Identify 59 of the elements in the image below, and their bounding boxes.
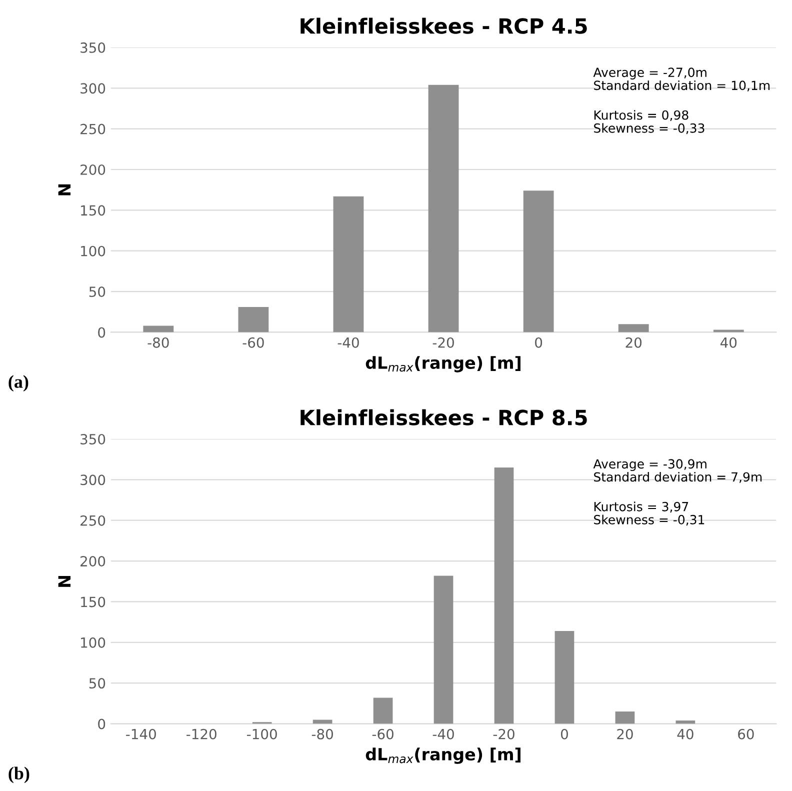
x-tick-label: -80 (312, 728, 333, 740)
y-tick-label: 50 (89, 286, 106, 298)
x-tick-label: -140 (126, 728, 156, 740)
x-tick-label: -20 (432, 337, 454, 348)
y-tick-label: 300 (80, 83, 106, 94)
y-tick-label: 0 (98, 327, 106, 338)
x-tick-label: -40 (338, 337, 359, 348)
y-tick-label: 350 (80, 42, 106, 53)
bar (615, 712, 635, 724)
y-tick-label: 250 (80, 124, 106, 134)
y-tick-label: 200 (80, 164, 106, 175)
bar (523, 190, 554, 332)
annotation: Kurtosis = 0,98 Skewness = -0,33 (594, 110, 704, 134)
bar (618, 324, 649, 332)
x-tick-label: -60 (372, 728, 394, 740)
bar (428, 84, 459, 332)
x-tick-label: -120 (186, 728, 216, 740)
text: (a) (8, 375, 28, 392)
x-tick-label: -60 (242, 337, 264, 348)
y-tick-label: 100 (81, 246, 106, 256)
annotation: Kurtosis = 3,97 Skewness = -0,31 (594, 502, 704, 526)
y-tick-label: 150 (81, 205, 106, 216)
bar (373, 698, 393, 724)
bar (676, 720, 696, 724)
x-tick-label: 40 (677, 728, 694, 740)
y-tick-label: 300 (80, 474, 106, 486)
y-tick-label: 0 (98, 718, 106, 730)
chart-title: Kleinfleisskees - RCP 4.5 (300, 18, 587, 34)
x-axis-title: dL$_{max}$(range) [m] (366, 748, 520, 764)
bar (143, 326, 174, 332)
bar (434, 576, 454, 724)
x-tick-label: 0 (535, 337, 542, 348)
y-axis-title: N (58, 576, 70, 587)
annotation: Average = -30,9m Standard deviation = 7,9m (593, 459, 762, 483)
chart-title: Kleinfleisskees - RCP 8.5 (300, 409, 587, 426)
x-tick-label: -80 (148, 337, 169, 348)
x-tick-label: 0 (560, 728, 568, 740)
bar (554, 631, 574, 724)
x-axis-title: dL$_{max}$(range) [m] (366, 356, 520, 372)
y-tick-label: 100 (81, 637, 106, 648)
text: (b) (8, 766, 30, 784)
bar (238, 307, 269, 332)
x-tick-label: -40 (432, 728, 454, 740)
y-tick-label: 350 (80, 434, 106, 444)
x-tick-label: 40 (720, 337, 737, 348)
y-axis-title: N (58, 184, 70, 196)
y-tick-label: 150 (81, 596, 106, 608)
y-tick-label: 200 (80, 556, 106, 567)
y-tick-label: 250 (80, 515, 106, 526)
annotation: Average = -27,0m Standard deviation = 10,1m (593, 68, 770, 92)
x-tick-label: 20 (617, 728, 633, 740)
y-tick-label: 50 (89, 678, 106, 689)
bar (333, 196, 364, 332)
x-tick-label: -100 (247, 728, 277, 740)
x-tick-label: 20 (626, 337, 642, 348)
x-tick-label: 60 (738, 728, 754, 740)
x-tick-label: -20 (493, 728, 514, 740)
bar (312, 720, 332, 724)
bar (494, 467, 514, 724)
